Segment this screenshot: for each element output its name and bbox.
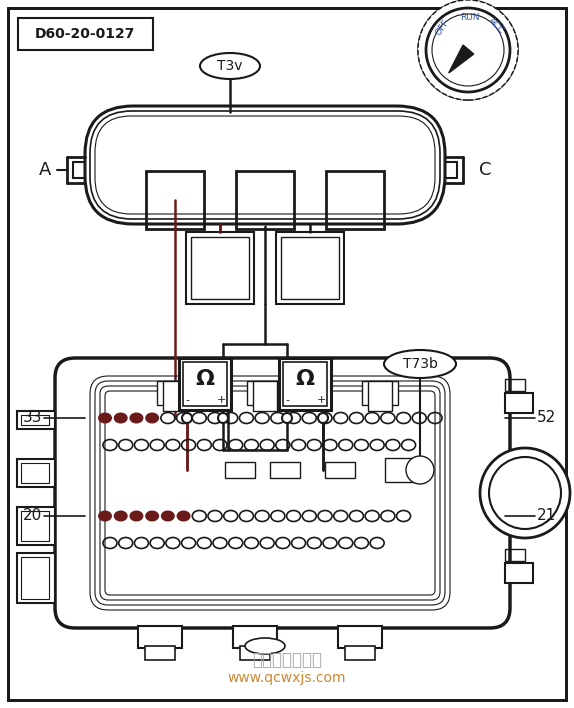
Bar (21, 511, 49, 541)
FancyBboxPatch shape (85, 106, 445, 224)
Text: 汽车维修技术网: 汽车维修技术网 (252, 651, 322, 669)
Bar (338, 626, 382, 648)
Bar (325, 462, 355, 478)
Bar (368, 381, 392, 411)
Ellipse shape (384, 350, 456, 378)
Bar (225, 462, 255, 478)
Ellipse shape (114, 413, 127, 423)
Text: 33: 33 (22, 411, 42, 426)
Circle shape (406, 456, 434, 484)
Circle shape (480, 448, 570, 538)
Circle shape (426, 8, 510, 92)
Bar (505, 393, 533, 413)
Bar (385, 458, 420, 482)
Text: T3v: T3v (217, 59, 243, 73)
Text: +: + (316, 395, 325, 405)
Bar (17, 507, 55, 545)
Bar (236, 171, 294, 229)
Text: T73b: T73b (402, 357, 437, 371)
Text: 52: 52 (537, 411, 556, 426)
Bar (138, 626, 182, 648)
Text: 20: 20 (23, 508, 42, 523)
Bar (179, 358, 231, 410)
Ellipse shape (98, 413, 112, 423)
Bar (240, 646, 270, 660)
Bar (270, 462, 300, 478)
Text: D60-20-0127: D60-20-0127 (35, 27, 135, 41)
Text: A: A (38, 161, 51, 179)
Bar (281, 237, 339, 299)
Circle shape (489, 457, 561, 529)
Circle shape (282, 413, 292, 423)
Bar (191, 237, 249, 299)
Bar (17, 411, 55, 429)
Circle shape (432, 14, 504, 86)
Ellipse shape (129, 510, 144, 522)
Ellipse shape (161, 510, 175, 522)
Bar (186, 232, 254, 304)
Text: OFF: OFF (433, 18, 451, 38)
Bar (146, 171, 204, 229)
Polygon shape (449, 45, 474, 73)
Bar (283, 362, 327, 406)
Text: -: - (185, 395, 189, 405)
Bar (21, 415, 49, 425)
Bar (279, 358, 331, 410)
Bar (18, 18, 153, 50)
Bar (253, 381, 277, 411)
Ellipse shape (245, 638, 285, 654)
Ellipse shape (145, 413, 159, 423)
Ellipse shape (200, 53, 260, 79)
Text: C: C (479, 161, 491, 179)
Bar (21, 463, 49, 483)
Bar (17, 553, 55, 603)
Bar (17, 459, 55, 487)
Text: Ω: Ω (196, 369, 215, 389)
Circle shape (218, 413, 228, 423)
Circle shape (418, 0, 518, 100)
Bar (247, 381, 283, 405)
Text: -: - (285, 395, 289, 405)
Bar (326, 171, 384, 229)
Bar (505, 563, 533, 583)
Bar (163, 381, 187, 411)
Ellipse shape (114, 510, 127, 522)
Bar (183, 362, 227, 406)
Bar (233, 626, 277, 648)
Bar (505, 549, 525, 561)
Ellipse shape (177, 510, 191, 522)
Ellipse shape (145, 510, 159, 522)
Text: www.qcwxjs.com: www.qcwxjs.com (228, 671, 346, 685)
Bar (505, 379, 525, 391)
Text: RUN: RUN (460, 13, 480, 21)
Bar (345, 646, 375, 660)
FancyBboxPatch shape (55, 358, 510, 628)
Text: 21: 21 (537, 508, 556, 523)
Bar (21, 557, 49, 599)
Bar (157, 381, 193, 405)
Circle shape (418, 0, 518, 100)
Circle shape (318, 413, 328, 423)
Text: +: + (216, 395, 226, 405)
Text: ACC: ACC (486, 16, 506, 35)
Ellipse shape (129, 413, 144, 423)
Ellipse shape (98, 510, 112, 522)
Circle shape (182, 413, 192, 423)
Bar (145, 646, 175, 660)
Bar (362, 381, 398, 405)
Bar (276, 232, 344, 304)
Text: Ω: Ω (296, 369, 315, 389)
